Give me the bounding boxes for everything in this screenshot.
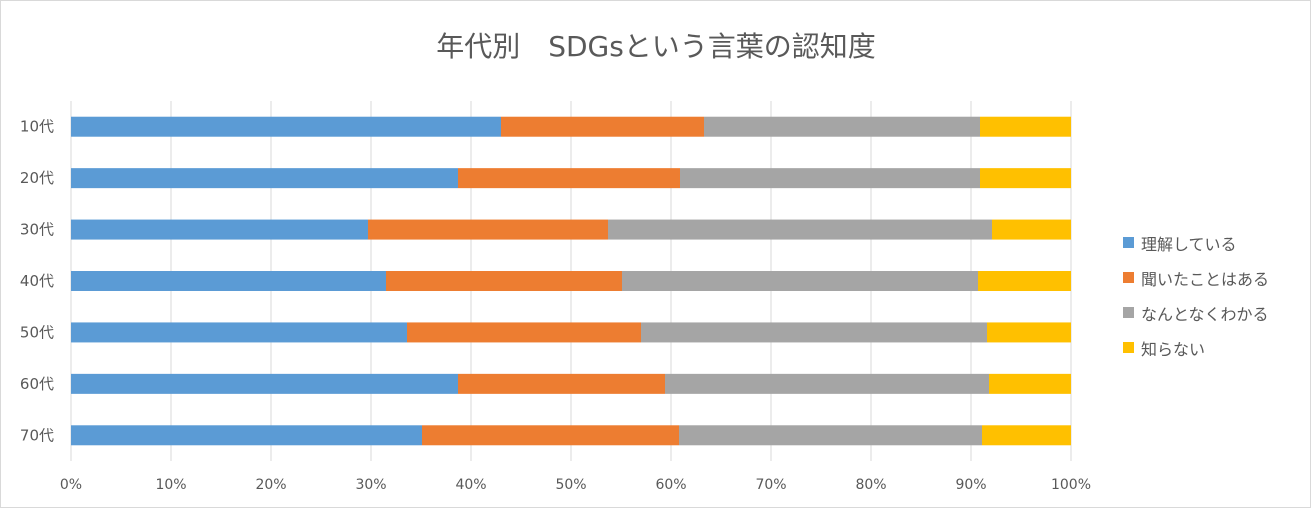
bar-segment [992, 219, 1071, 240]
x-tick-label: 20% [255, 477, 286, 493]
legend-label: 聞いたことはある [1141, 269, 1270, 289]
x-tick-label: 30% [355, 477, 386, 493]
bar-segment [407, 322, 641, 343]
x-tick-label: 50% [555, 477, 586, 493]
legend-swatch [1123, 307, 1134, 318]
bar-segment [987, 322, 1071, 343]
bar-segment [71, 271, 386, 291]
y-category-label: 10代 [20, 118, 54, 136]
x-tick-label: 90% [955, 477, 986, 493]
legend-label: 理解している [1141, 234, 1237, 254]
legend-label: 知らない [1141, 339, 1206, 359]
bar-segment [71, 168, 458, 189]
bar-segment [501, 116, 704, 137]
legend-item: 聞いたことはある [1123, 260, 1269, 295]
bar-segment [665, 373, 989, 394]
bar-segment [980, 168, 1071, 189]
y-category-label: 50代 [20, 323, 54, 341]
bar-segment [71, 219, 368, 240]
legend-label: なんとなくわかる [1141, 304, 1269, 324]
legend-swatch [1123, 237, 1134, 248]
bars [71, 116, 1071, 446]
x-tick-label: 80% [855, 477, 886, 493]
y-category-label: 40代 [20, 272, 54, 290]
legend-item: なんとなくわかる [1123, 295, 1269, 330]
bar-segment [989, 373, 1071, 394]
x-tick-label: 40% [455, 477, 486, 493]
bar-segment [982, 425, 1071, 446]
bar-segment [622, 271, 978, 291]
x-tick-label: 60% [655, 477, 686, 493]
y-category-label: 60代 [20, 375, 54, 393]
bar-segment [641, 322, 987, 343]
x-tick-label: 100% [1051, 477, 1091, 493]
bar-segment [71, 322, 407, 343]
bar-segment [978, 271, 1071, 291]
bar-segment [458, 373, 665, 394]
legend-item: 理解している [1123, 225, 1269, 260]
bar-segment [71, 116, 501, 137]
bar-segment [386, 271, 622, 291]
x-tick-label: 70% [755, 477, 786, 493]
x-axis-tick-labels: 0% 10% 20% 30% 40% 50% 60% 70% 80% 90% 100% [60, 477, 1091, 493]
bar-segment [368, 219, 608, 240]
y-category-label: 20代 [20, 169, 54, 187]
bar-segment [680, 168, 980, 189]
bar-segment [980, 116, 1071, 137]
y-category-label: 30代 [20, 221, 54, 239]
bar-segment [608, 219, 992, 240]
bar-segment [422, 425, 679, 446]
bar-segment [71, 425, 422, 446]
x-tick-label: 10% [155, 477, 186, 493]
bar-segment [458, 168, 680, 189]
bar-segment [679, 425, 982, 446]
legend-item: 知らない [1123, 330, 1269, 365]
bar-segment [704, 116, 980, 137]
chart-title: 年代別 SDGsという言葉の認知度 [436, 30, 876, 63]
y-axis-category-labels: 10代 20代 30代 40代 50代 60代 70代 [20, 118, 54, 445]
legend-swatch [1123, 342, 1134, 353]
bar-segment [71, 373, 458, 394]
x-tick-label: 0% [60, 477, 82, 493]
y-category-label: 70代 [20, 426, 54, 444]
legend: 理解している聞いたことはある なんとなくわかる 知らない [1123, 225, 1269, 365]
legend-swatch [1123, 272, 1134, 283]
